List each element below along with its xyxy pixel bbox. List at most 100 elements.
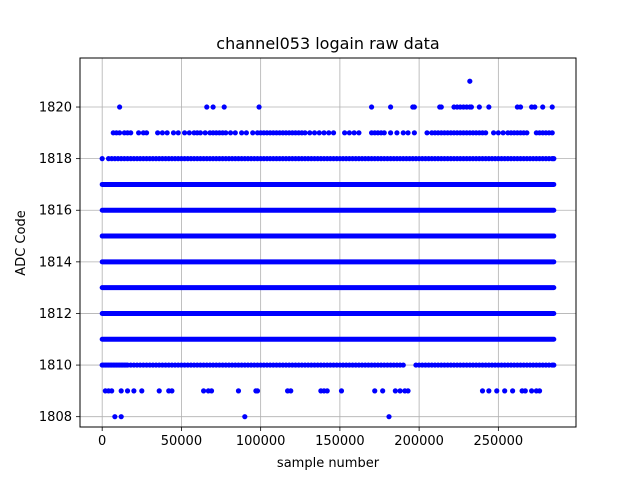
data-point [411,130,417,136]
data-point [338,388,345,394]
data-point [250,130,256,136]
data-point [326,130,332,136]
x-tick-label: 50000 [161,434,202,449]
y-tick-label: 1818 [39,152,72,167]
y-axis-label: ADC Code [14,210,29,275]
data-point [424,130,430,136]
data-point [156,388,162,394]
data-point [288,388,294,394]
y-tick-label: 1820 [39,101,72,116]
data-point [201,388,207,394]
x-axis-label: sample number [277,456,380,471]
data-point [468,104,475,110]
data-point [532,104,538,110]
data-point [368,104,375,110]
data-point [112,414,118,420]
x-tick-label: 150000 [315,434,365,449]
data-point [536,388,543,394]
data-point [356,130,362,136]
data-point [405,130,411,136]
data-point [381,130,387,136]
data-point [307,130,313,136]
data-point [175,130,181,136]
data-point [524,130,530,136]
data-point [170,130,177,136]
data-point [467,78,473,84]
chart-title: channel053 logain raw data [216,34,439,53]
point-row-y1821 [467,78,473,84]
data-point [486,104,492,110]
data-point [479,388,486,394]
data-point [109,388,115,394]
data-point [131,388,137,394]
y-tick-label: 1814 [39,255,72,270]
data-point [494,388,500,394]
data-point [386,414,392,420]
data-point [405,388,411,394]
plot-frame [79,57,577,428]
data-point [159,130,166,136]
data-point [387,104,394,110]
x-tick-label: 100000 [236,434,286,449]
data-point [346,130,352,136]
data-point [139,388,145,394]
data-point [400,362,406,368]
data-point [223,130,229,136]
y-tick-label: 1812 [39,307,72,322]
data-point [551,362,557,368]
data-point [186,130,192,136]
data-point [351,130,357,136]
point-row-y1820 [117,104,555,110]
data-point [302,130,308,136]
x-tick-label: 0 [98,434,106,449]
data-point [372,388,378,394]
data-point [438,104,444,110]
data-point [169,388,175,394]
data-point [136,130,142,136]
data-point [254,388,261,394]
data-point [117,130,123,136]
data-point [143,130,150,136]
data-point [316,130,322,136]
data-point [549,130,555,136]
data-point [321,130,327,136]
data-point [118,388,124,394]
data-point [551,156,557,162]
data-point [486,388,492,394]
data-point [210,104,216,110]
data-point [242,414,248,420]
data-point [243,130,249,136]
data-point [540,104,546,110]
data-point [394,130,400,136]
data-point [239,130,245,136]
data-point [549,104,555,110]
data-point [256,104,262,110]
data-point [99,156,105,162]
data-point [500,130,506,136]
data-point [522,388,528,394]
data-point [232,130,238,136]
point-row-y1808 [112,414,392,420]
data-point [517,104,524,110]
y-tick-label: 1810 [39,359,72,374]
data-point [380,388,386,394]
data-point [483,130,489,136]
data-point [204,104,210,110]
data-point [411,104,417,110]
data-point [118,414,124,420]
data-point [400,130,406,136]
data-point [392,388,398,394]
data-point [495,130,501,136]
data-point [227,130,234,136]
point-row-y1819 [110,130,555,136]
data-point [221,104,227,110]
data-points [99,78,557,420]
data-point [124,388,131,394]
point-row-y1809 [102,388,543,394]
x-tick-label: 250000 [474,434,524,449]
data-point [502,388,508,394]
data-point [330,130,337,136]
data-point [164,130,170,136]
data-point [117,104,123,110]
